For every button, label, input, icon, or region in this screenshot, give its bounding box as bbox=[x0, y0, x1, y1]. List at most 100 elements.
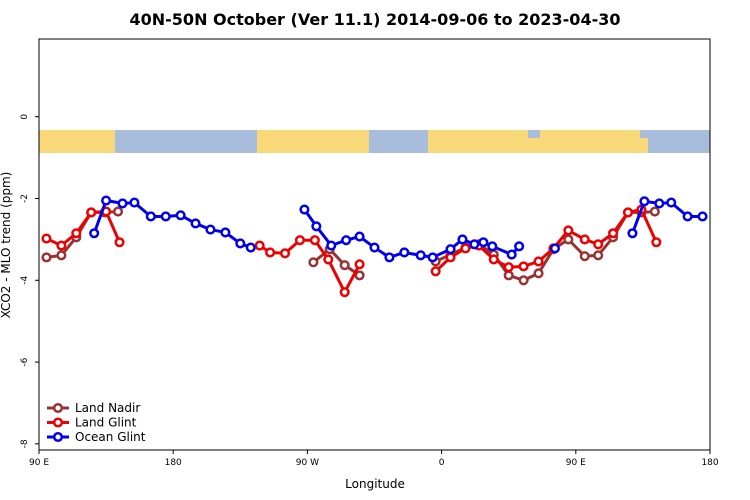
data-point bbox=[682, 211, 693, 222]
y-tick-label: 0 bbox=[20, 114, 30, 120]
data-point bbox=[533, 256, 544, 267]
data-point bbox=[563, 234, 574, 245]
data-point bbox=[593, 239, 604, 250]
data-point bbox=[369, 242, 380, 253]
data-point bbox=[549, 243, 560, 254]
land-band bbox=[528, 138, 648, 153]
data-point bbox=[518, 261, 529, 272]
data-point bbox=[117, 198, 128, 209]
data-point bbox=[308, 257, 319, 268]
map-strip bbox=[39, 130, 710, 153]
legend-label: Ocean Glint bbox=[75, 430, 146, 444]
x-tick-label: 90 W bbox=[296, 458, 319, 468]
y-tick-label: -2 bbox=[20, 194, 30, 203]
x-tick-label: 0 bbox=[439, 458, 445, 468]
data-point bbox=[71, 228, 82, 239]
legend-label: Land Nadir bbox=[75, 401, 140, 415]
y-axis-label: XCO2 - MLO trend (ppm) bbox=[0, 172, 13, 319]
data-point bbox=[415, 250, 426, 261]
data-point bbox=[41, 233, 52, 244]
data-point bbox=[651, 237, 662, 248]
data-point bbox=[299, 204, 310, 215]
data-point bbox=[488, 254, 499, 265]
data-point bbox=[41, 252, 52, 263]
x-axis-label: Longitude bbox=[345, 477, 405, 491]
land-band bbox=[540, 130, 640, 138]
data-point bbox=[311, 221, 322, 232]
data-point bbox=[339, 287, 350, 298]
chart-title: 40N-50N October (Ver 11.1) 2014-09-06 to… bbox=[130, 10, 621, 29]
x-tick-label: 180 bbox=[701, 458, 718, 468]
legend-marker bbox=[52, 417, 64, 428]
data-point bbox=[533, 268, 544, 279]
data-point bbox=[430, 266, 441, 277]
legend-marker bbox=[52, 431, 64, 443]
land-band bbox=[39, 130, 115, 153]
data-point bbox=[666, 197, 677, 208]
data-point bbox=[427, 252, 438, 263]
data-point bbox=[487, 241, 498, 252]
data-point bbox=[506, 249, 517, 260]
data-point bbox=[563, 225, 574, 236]
data-point bbox=[627, 228, 638, 239]
data-point bbox=[190, 218, 201, 229]
data-point bbox=[518, 275, 529, 286]
data-point bbox=[354, 270, 365, 281]
data-point bbox=[593, 250, 604, 261]
y-tick-label: -6 bbox=[20, 357, 30, 366]
data-point bbox=[89, 228, 100, 239]
data-point bbox=[220, 227, 231, 238]
data-point bbox=[175, 210, 186, 221]
data-point bbox=[697, 211, 708, 222]
data-point bbox=[205, 224, 216, 235]
legend-marker bbox=[52, 402, 64, 414]
data-point bbox=[514, 241, 525, 252]
data-point bbox=[323, 254, 334, 265]
data-point bbox=[503, 262, 514, 273]
data-point bbox=[354, 231, 365, 242]
data-point bbox=[56, 240, 67, 251]
data-point bbox=[245, 242, 256, 253]
x-tick-label: 180 bbox=[165, 458, 182, 468]
land-band bbox=[428, 130, 528, 153]
data-point bbox=[384, 252, 395, 263]
data-point bbox=[445, 252, 456, 263]
data-point bbox=[649, 206, 660, 217]
data-point bbox=[341, 235, 352, 246]
legend-label: Land Glint bbox=[75, 416, 137, 430]
data-point bbox=[254, 240, 265, 251]
data-point bbox=[101, 195, 112, 206]
data-point bbox=[339, 260, 350, 271]
data-point bbox=[503, 270, 514, 281]
data-point bbox=[86, 207, 97, 218]
land-band bbox=[257, 130, 369, 153]
data-point bbox=[478, 237, 489, 248]
data-point bbox=[294, 235, 305, 246]
data-point bbox=[445, 244, 456, 255]
data-point bbox=[579, 234, 590, 245]
data-point bbox=[145, 211, 156, 222]
data-point bbox=[56, 250, 67, 261]
data-point bbox=[129, 197, 140, 208]
data-point bbox=[608, 228, 619, 239]
y-tick-label: -4 bbox=[20, 276, 30, 285]
data-point bbox=[622, 207, 634, 218]
data-point bbox=[399, 247, 410, 258]
data-point bbox=[326, 240, 337, 251]
x-tick-label: 90 E bbox=[29, 458, 49, 468]
data-point bbox=[114, 237, 125, 248]
data-point bbox=[457, 234, 468, 245]
plot-frame bbox=[38, 38, 711, 451]
data-point bbox=[112, 206, 124, 217]
data-point bbox=[265, 247, 276, 258]
data-point bbox=[579, 251, 590, 262]
data-point bbox=[354, 259, 365, 270]
data-point bbox=[469, 239, 480, 250]
data-point bbox=[460, 243, 471, 254]
data-point bbox=[654, 198, 665, 209]
data-point bbox=[639, 196, 650, 207]
data-point bbox=[309, 235, 320, 246]
x-tick-label: 90 E bbox=[566, 458, 586, 468]
